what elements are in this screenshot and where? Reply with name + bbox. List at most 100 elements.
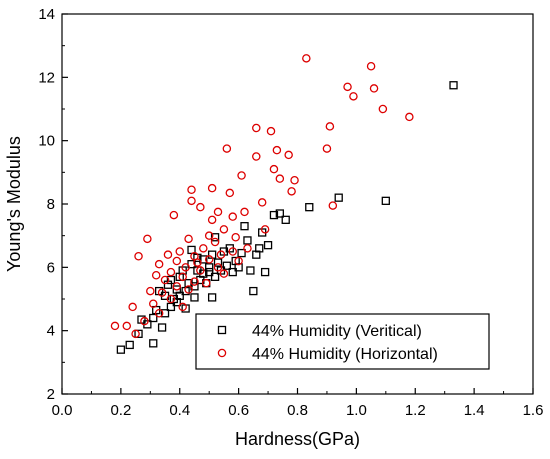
- data-point-square: [207, 293, 217, 302]
- data-point-circle: [166, 294, 176, 304]
- data-point-circle: [172, 282, 182, 291]
- data-point-circle: [213, 207, 223, 217]
- data-point-square: [234, 263, 243, 272]
- legend-box: [195, 313, 490, 370]
- data-point-circle: [240, 207, 249, 217]
- data-point-circle: [234, 256, 243, 266]
- data-point-square: [237, 248, 246, 258]
- x-tick-label: 1.0: [346, 402, 367, 419]
- data-point-square: [166, 302, 176, 312]
- data-point-circle: [322, 144, 332, 153]
- data-point-square: [210, 233, 220, 242]
- data-point-circle: [257, 198, 267, 207]
- data-point-circle: [369, 84, 379, 93]
- x-tick-label: 0.4: [169, 402, 190, 419]
- series-horizontal: [110, 54, 414, 339]
- data-point-circle: [237, 171, 246, 180]
- data-point-circle: [325, 122, 335, 131]
- x-tick-label: 0.0: [52, 402, 73, 419]
- data-point-circle: [204, 231, 214, 240]
- data-point-circle: [184, 285, 193, 294]
- series-vertical: [116, 81, 458, 354]
- data-point-square: [116, 345, 126, 354]
- data-point-circle: [172, 256, 182, 266]
- data-point-square: [175, 291, 184, 300]
- data-point-circle: [122, 321, 132, 331]
- data-point-circle: [349, 92, 358, 101]
- data-point-circle: [166, 267, 176, 277]
- legend-marker-square: [217, 325, 227, 335]
- data-point-circle: [181, 263, 190, 272]
- data-point-square: [166, 275, 176, 285]
- data-point-circle: [216, 250, 226, 259]
- data-point-circle: [163, 250, 173, 259]
- data-point-square: [205, 267, 214, 277]
- data-point-circle: [243, 244, 252, 253]
- data-point-circle: [207, 215, 217, 225]
- data-point-circle: [110, 321, 120, 331]
- data-point-circle: [178, 272, 187, 282]
- data-point-square: [243, 236, 252, 245]
- data-point-circle: [366, 62, 376, 71]
- data-point-square: [281, 215, 290, 224]
- data-point-square: [305, 203, 314, 212]
- data-point-circle: [151, 270, 161, 280]
- data-point-circle: [228, 212, 237, 221]
- data-point-circle: [252, 152, 261, 161]
- y-axis-ticks: 2 4 6 8 10 12 14: [38, 6, 68, 403]
- data-point-circle: [131, 329, 140, 339]
- y-tick-label: 8: [47, 196, 55, 213]
- data-point-circle: [405, 112, 414, 122]
- data-points: [110, 54, 458, 354]
- data-point-square: [449, 81, 458, 90]
- data-point-circle: [231, 232, 240, 242]
- data-point-circle: [287, 187, 296, 196]
- data-point-circle: [196, 202, 205, 212]
- data-point-circle: [169, 210, 179, 220]
- data-point-square: [149, 339, 158, 348]
- data-point-square: [222, 261, 232, 270]
- data-point-square: [149, 313, 158, 323]
- data-point-circle: [260, 225, 270, 234]
- legend: 44% Humidity (Veritical) 44% Humidity (Ho…: [195, 313, 490, 370]
- y-tick-label: 6: [47, 259, 55, 276]
- data-point-circle: [213, 263, 223, 272]
- x-tick-label: 1.2: [405, 402, 426, 419]
- data-point-square: [381, 196, 390, 205]
- x-tick-label: 1.4: [464, 402, 485, 419]
- data-point-circle: [252, 123, 261, 133]
- data-point-square: [213, 258, 223, 267]
- data-point-square: [269, 210, 279, 220]
- data-point-circle: [160, 275, 170, 285]
- data-point-circle: [222, 144, 232, 153]
- data-point-circle: [343, 82, 352, 92]
- y-tick-label: 12: [38, 69, 55, 86]
- data-point-circle: [219, 225, 229, 234]
- data-point-circle: [290, 175, 299, 185]
- data-point-circle: [266, 126, 276, 136]
- data-point-circle: [302, 54, 311, 63]
- legend-label: 44% Humidity (Veritical): [252, 323, 422, 340]
- data-point-circle: [128, 302, 137, 312]
- data-point-circle: [140, 316, 149, 326]
- data-point-square: [125, 340, 134, 350]
- data-point-circle: [184, 234, 193, 244]
- x-axis-ticks: 0.0 0.2 0.4 0.6 0.8 1.0 1.2 1.4 1.6: [52, 388, 543, 419]
- data-point-circle: [199, 244, 208, 253]
- data-point-circle: [228, 247, 237, 256]
- data-point-square: [263, 241, 273, 250]
- data-point-circle: [196, 266, 205, 275]
- data-point-circle: [178, 302, 187, 312]
- legend-label: 44% Humidity (Horizontal): [252, 346, 438, 363]
- y-axis-title: Young's Modulus: [4, 136, 24, 272]
- x-axis-title: Hardness(GPa): [235, 429, 360, 449]
- data-point-circle: [187, 196, 196, 206]
- y-tick-label: 4: [47, 323, 55, 340]
- data-point-circle: [269, 164, 279, 174]
- data-point-square: [210, 272, 220, 281]
- x-tick-label: 0.6: [228, 402, 249, 419]
- data-point-square: [160, 309, 170, 318]
- data-point-circle: [154, 259, 164, 269]
- data-point-circle: [190, 277, 199, 286]
